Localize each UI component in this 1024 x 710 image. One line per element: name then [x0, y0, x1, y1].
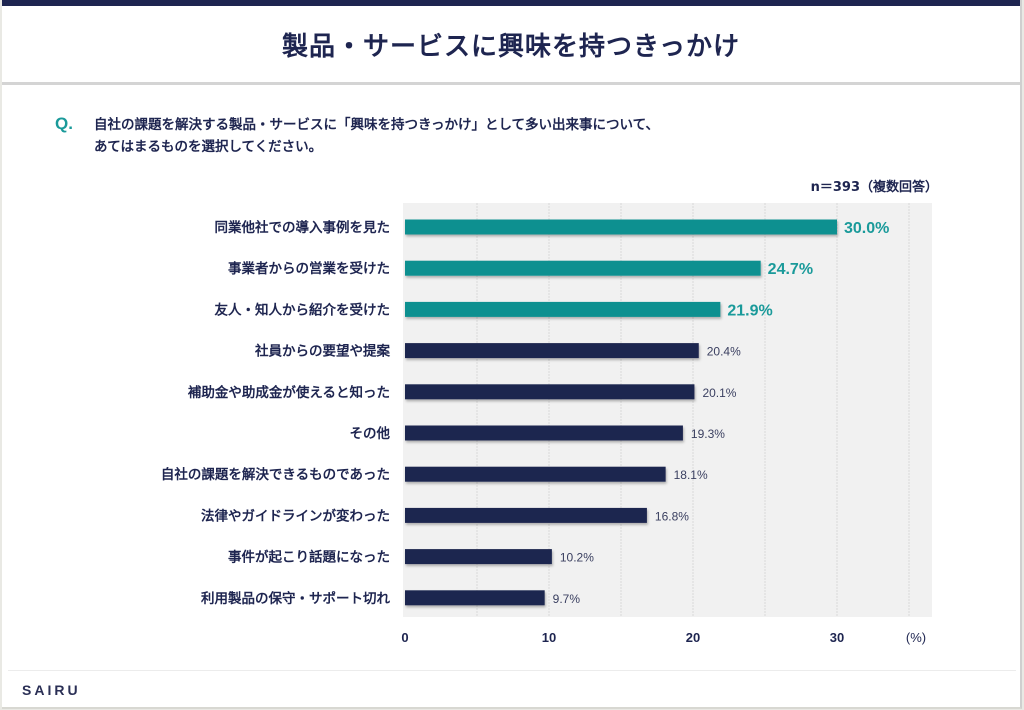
category-label: 補助金や助成金が使えると知った [187, 384, 390, 401]
category-label: 利用製品の保守・サポート切れ [201, 590, 390, 607]
bar [405, 260, 761, 276]
value-label: 24.7% [768, 261, 813, 278]
bar [405, 384, 695, 400]
bar [405, 301, 721, 317]
bar [405, 219, 837, 235]
x-tick-label: 20 [686, 630, 700, 645]
value-label: 18.1% [674, 468, 708, 482]
bar [405, 590, 545, 606]
category-label: 自社の課題を解決できるものであった [161, 466, 390, 483]
question-line-1: 自社の課題を解決する製品・サービスに「興味を持つきっかけ」として多い出来事につい… [94, 117, 659, 133]
bar [405, 507, 647, 523]
category-label: その他 [350, 425, 391, 442]
title-divider [2, 82, 1020, 85]
question-line-2: あてはまるものを選択してください。 [94, 139, 323, 155]
bar [405, 466, 666, 482]
value-label: 10.2% [560, 551, 594, 565]
top-accent-bar [2, 0, 1020, 6]
question-text: 自社の課題を解決する製品・サービスに「興味を持つきっかけ」として多い出来事につい… [94, 114, 659, 158]
question-mark: Q. [55, 114, 73, 133]
value-label: 20.4% [707, 345, 741, 359]
category-label: 法律やガイドラインが変わった [201, 507, 390, 524]
value-label: 30.0% [844, 220, 889, 237]
sample-size-note: n＝393（複数回答） [810, 180, 938, 195]
footer-divider [8, 670, 1016, 671]
value-label: 9.7% [553, 592, 581, 606]
bar [405, 425, 683, 441]
value-label: 21.9% [727, 302, 772, 319]
bar [405, 549, 552, 565]
bar [405, 343, 699, 359]
value-label: 20.1% [702, 386, 736, 400]
x-tick-label: 10 [542, 630, 556, 645]
sairu-logo: SAIRU [22, 682, 81, 698]
category-label: 事業者からの営業を受けた [228, 260, 390, 277]
category-label: 友人・知人から紹介を受けた [215, 301, 391, 318]
x-tick-label: 30 [830, 630, 844, 645]
x-axis-unit-label: (%) [906, 630, 926, 645]
x-tick-label: 0 [401, 630, 408, 645]
value-label: 19.3% [691, 427, 725, 441]
page-title: 製品・サービスに興味を持つきっかけ [282, 32, 740, 62]
category-label: 事件が起こり話題になった [228, 549, 390, 566]
category-label: 社員からの要望や提案 [254, 343, 390, 360]
value-label: 16.8% [655, 509, 689, 523]
category-label: 同業他社での導入事例を見た [215, 219, 391, 236]
